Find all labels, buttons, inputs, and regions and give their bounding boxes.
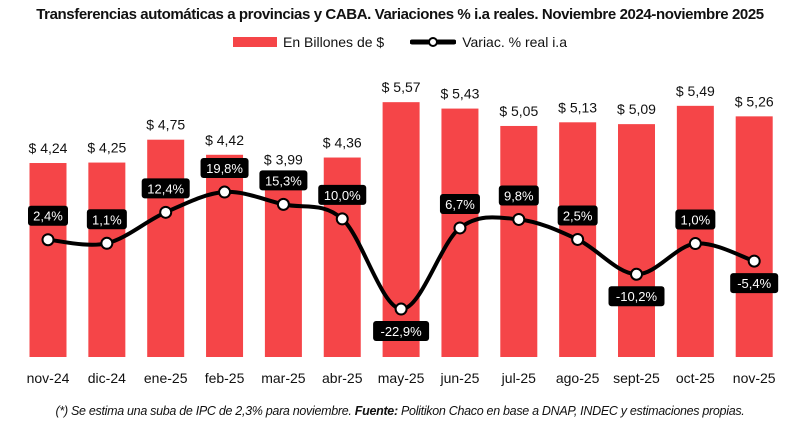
- line-label-box: [439, 193, 480, 214]
- bar: [500, 125, 538, 358]
- line-label-box: [28, 205, 68, 226]
- x-tick-label: abr-25: [322, 370, 363, 386]
- line-value-label: 1,0%: [681, 213, 711, 228]
- line-value-label: 15,3%: [265, 173, 302, 188]
- line-point: [571, 232, 585, 246]
- bar-value-label: $ 5,26: [735, 93, 774, 109]
- x-tick-label: nov-24: [27, 370, 70, 386]
- legend-swatch-line: [410, 37, 457, 47]
- bar: [676, 105, 714, 358]
- line-point: [512, 212, 526, 226]
- x-tick-label: oct-25: [676, 370, 715, 386]
- x-tick-label: mar-25: [261, 370, 306, 386]
- line-label-box: [86, 209, 127, 230]
- line-label-box: [557, 205, 598, 226]
- x-tick-label: may-25: [378, 370, 425, 386]
- x-tick-label: nov-25: [733, 370, 776, 386]
- bar-value-label: $ 5,05: [499, 103, 538, 119]
- footer-source: Politikon Chaco en base a DNAP, INDEC y …: [401, 404, 745, 418]
- line-point: [218, 185, 232, 199]
- line-label-box: [141, 178, 190, 199]
- x-tick-label: jun-25: [439, 370, 479, 386]
- legend-item-line: Variac. % real i.a: [410, 34, 567, 50]
- line-value-label: -22,9%: [380, 324, 422, 339]
- bar-value-label: $ 3,99: [264, 151, 303, 167]
- x-tick-label: feb-25: [205, 370, 245, 386]
- x-tick-label: jul-25: [501, 370, 536, 386]
- line-label-box: [608, 286, 665, 307]
- line-label-box: [259, 170, 308, 191]
- chart-footer: (*) Se estima una suba de IPC de 2,3% pa…: [0, 404, 800, 418]
- line-point: [276, 197, 290, 211]
- bar-value-label: $ 5,13: [558, 99, 597, 115]
- line-value-label: 9,8%: [504, 188, 534, 203]
- line-point: [453, 221, 467, 235]
- bar: [618, 124, 655, 357]
- line-value-label: -5,4%: [737, 276, 771, 291]
- bar-value-label: $ 5,57: [382, 79, 421, 95]
- bar-value-label: $ 4,25: [87, 140, 126, 156]
- line-point: [747, 254, 761, 268]
- line-value-label: 10,0%: [324, 188, 361, 203]
- line-point: [335, 212, 349, 226]
- line-label-box: [200, 158, 249, 179]
- bar: [147, 139, 185, 357]
- bar-value-label: $ 4,36: [323, 135, 362, 151]
- footer-source-label: Fuente:: [354, 404, 398, 418]
- bar: [382, 102, 420, 357]
- bar-value-label: $ 4,24: [29, 140, 68, 156]
- legend-label-line: Variac. % real i.a: [462, 34, 567, 50]
- line-point: [688, 237, 702, 251]
- legend: En Billones de $ Variac. % real i.a: [0, 34, 800, 50]
- line-label-box: [318, 184, 367, 205]
- chart-title: Transferencias automáticas a provincias …: [36, 6, 764, 23]
- bar: [29, 163, 67, 357]
- line-value-label: 12,4%: [147, 181, 184, 196]
- line-point: [394, 302, 408, 316]
- line-point: [100, 236, 114, 250]
- line-value-label: 2,4%: [33, 209, 63, 224]
- line-value-label: -10,2%: [616, 289, 658, 304]
- bar-value-label: $ 5,43: [440, 86, 479, 102]
- x-tick-label: ago-25: [556, 370, 600, 386]
- line-label-box: [373, 321, 430, 342]
- legend-swatch-bar: [233, 37, 278, 47]
- line-value-label: 19,8%: [206, 161, 243, 176]
- legend-label-bars: En Billones de $: [283, 34, 385, 50]
- legend-item-bars: En Billones de $: [233, 34, 384, 50]
- footer-note: (*) Se estima una suba de IPC de 2,3% pa…: [55, 404, 352, 418]
- line-value-label: 2,5%: [563, 208, 593, 223]
- line-point: [630, 267, 643, 281]
- line-value-label: 6,7%: [445, 197, 475, 212]
- line-label-box: [730, 273, 779, 294]
- bar: [88, 162, 126, 357]
- x-tick-label: ene-25: [144, 370, 188, 386]
- bar-value-label: $ 4,42: [205, 132, 244, 148]
- bar: [206, 154, 244, 357]
- line-label-box: [675, 209, 716, 230]
- line-point: [41, 233, 55, 247]
- line-label-box: [498, 185, 539, 206]
- bar-value-label: $ 4,75: [146, 117, 185, 133]
- line-point: [159, 205, 173, 219]
- x-tick-label: dic-24: [88, 370, 126, 386]
- bar: [735, 116, 773, 357]
- line-value-label: 1,1%: [92, 212, 122, 227]
- bar-value-label: $ 5,09: [617, 101, 656, 117]
- x-tick-label: sept-25: [613, 370, 660, 386]
- chart-plot: $ 4,24 nov-24 $ 4,25 dic-24 $ 4,75 ene-25 $ 4,…: [27, 79, 779, 386]
- bar-value-label: $ 5,49: [676, 83, 715, 99]
